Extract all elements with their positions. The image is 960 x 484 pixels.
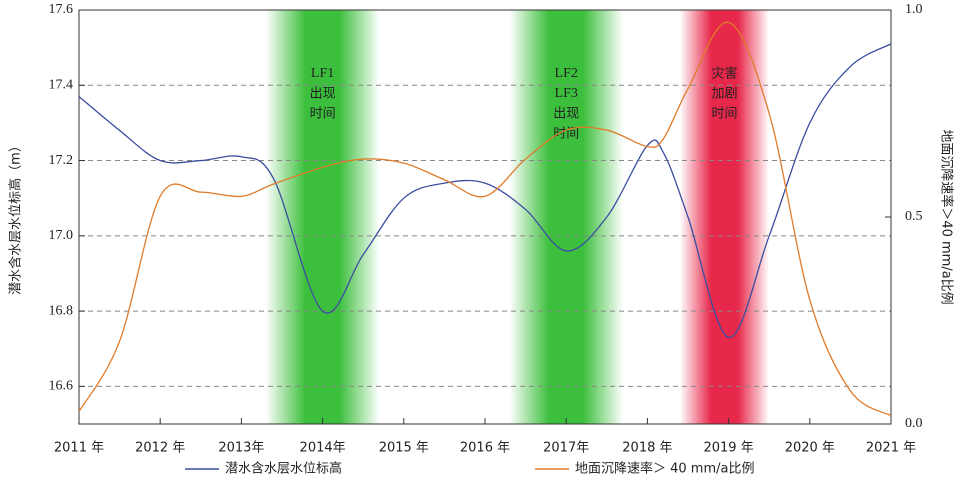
band-annotation: LF2 xyxy=(555,66,578,81)
legend-label: 潜水含水层水位标高 xyxy=(225,461,342,477)
x-tick-label: 2014年 xyxy=(300,441,346,456)
x-tick-label: 2020 年 xyxy=(785,441,835,456)
y-tick-label: 17.0 xyxy=(49,228,74,243)
x-tick-label: 2015 年 xyxy=(379,441,429,456)
y-tick-label: 17.4 xyxy=(49,77,74,92)
x-tick-label: 2013年 xyxy=(218,441,264,456)
band-annotation: 加剧 xyxy=(712,87,738,102)
x-tick-label: 2018 年 xyxy=(622,441,672,456)
y2-axis-title: 地面沉降速率＞40 mm/a比例 xyxy=(939,129,955,304)
x-tick-label: 2021 年 xyxy=(866,441,916,456)
series-line xyxy=(78,21,892,417)
y2-tick-label: 0.0 xyxy=(905,416,923,431)
band-annotation: 时间 xyxy=(712,107,738,122)
highlight-band xyxy=(509,10,624,424)
band-annotation: 时间 xyxy=(553,127,579,142)
y2-tick-label: 1.0 xyxy=(905,2,923,17)
x-tick-label: 2016 年 xyxy=(460,441,510,456)
band-annotation: LF1 xyxy=(311,66,334,81)
y-tick-label: 17.6 xyxy=(49,2,74,17)
x-tick-label: 2011 年 xyxy=(54,441,104,456)
highlight-band xyxy=(265,10,380,424)
x-tick-label: 2012 年 xyxy=(135,441,185,456)
legend-label: 地面沉降速率＞ 40 mm/a比例 xyxy=(575,461,754,477)
y2-tick-label: 0.5 xyxy=(905,209,923,224)
band-annotation: 时间 xyxy=(310,107,336,122)
y-tick-label: 17.2 xyxy=(49,153,74,168)
x-tick-label: 2019 年 xyxy=(703,441,753,456)
band-annotation: 出现 xyxy=(553,107,579,122)
plot-frame xyxy=(78,9,892,425)
y-tick-label: 16.8 xyxy=(49,303,74,318)
band-annotation: 灾害 xyxy=(712,66,738,82)
band-annotation: LF3 xyxy=(555,86,578,101)
y-axis-title: 潜水含水层水位标高（m） xyxy=(8,139,24,295)
band-annotation: 出现 xyxy=(310,87,336,102)
highlight-band xyxy=(679,10,770,424)
x-tick-label: 2017年 xyxy=(543,441,589,456)
series-line xyxy=(78,43,892,339)
y-tick-label: 16.6 xyxy=(49,379,74,394)
